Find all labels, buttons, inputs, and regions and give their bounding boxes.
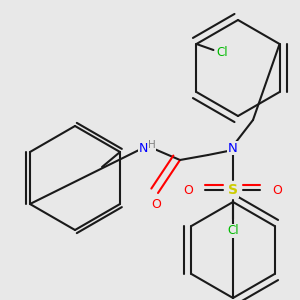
Text: N: N	[228, 142, 238, 154]
Text: O: O	[183, 184, 193, 196]
Text: N: N	[138, 142, 148, 154]
Text: O: O	[151, 199, 161, 212]
Text: S: S	[228, 183, 238, 197]
Text: Cl: Cl	[227, 224, 239, 238]
Text: Cl: Cl	[217, 46, 228, 59]
Text: H: H	[148, 140, 156, 150]
Text: O: O	[272, 184, 282, 196]
